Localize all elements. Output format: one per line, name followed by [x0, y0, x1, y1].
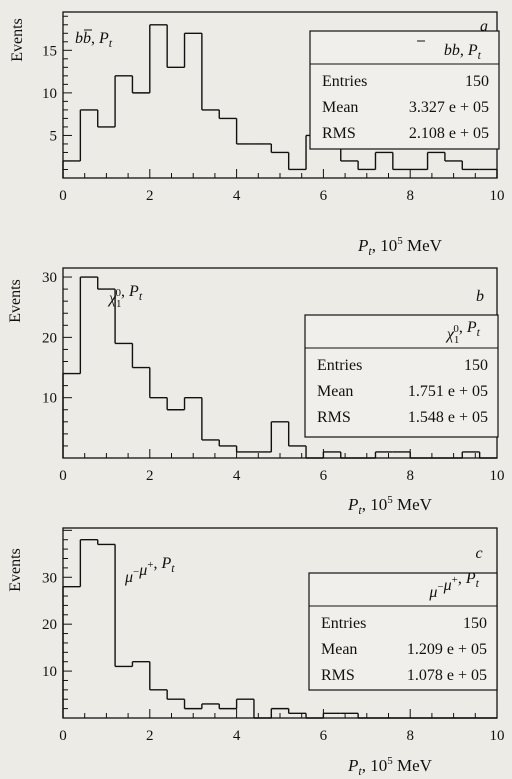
stats-label: Entries [321, 615, 366, 632]
stats-title: μ−μ+, Pt [428, 570, 479, 601]
x-axis-label: Pt, 105 MeV [347, 755, 433, 778]
stats-title: χ10, Pt [445, 319, 481, 346]
x-tick-label: 8 [406, 728, 414, 744]
stats-label: Mean [321, 641, 357, 658]
x-tick-label: 8 [406, 468, 414, 484]
stats-value: 150 [465, 73, 489, 90]
x-tick-label: 0 [59, 728, 67, 744]
y-tick-label: 10 [42, 86, 57, 102]
panel-letter: a [480, 18, 488, 35]
x-axis-label: Pt, 105 MeV [347, 494, 433, 517]
panel-letter: c [475, 545, 482, 562]
plot-title: μ−μ+, Pt [124, 555, 175, 586]
x-tick-label: 6 [320, 728, 328, 744]
stats-value: 1.548 e + 05 [408, 409, 488, 426]
stats-label: Entries [322, 73, 367, 90]
x-tick-label: 0 [59, 468, 67, 484]
x-tick-label: 2 [146, 188, 154, 204]
stats-box: μ−μ+, Pt Entries 150 Mean 1.209 e + 05 RMS 1.0… [308, 570, 498, 691]
y-axis-label: Events [7, 279, 24, 323]
x-tick-label: 10 [490, 728, 505, 744]
stats-label: RMS [317, 409, 351, 426]
stats-title: bb, Pt [444, 42, 482, 62]
x-tick-label: 10 [490, 468, 505, 484]
stats-label: RMS [321, 667, 355, 684]
stats-value: 2.108 e + 05 [409, 125, 489, 142]
stats-box-frame [304, 314, 499, 438]
stats-label: Mean [317, 383, 353, 400]
x-tick-label: 6 [320, 188, 328, 204]
y-axis-label: Events [7, 548, 24, 592]
x-tick-label: 8 [406, 188, 414, 204]
stats-value: 1.209 e + 05 [407, 641, 487, 658]
y-tick-label: 15 [42, 43, 57, 59]
y-axis-label: Events [9, 18, 26, 62]
y-tick-label: 10 [42, 391, 57, 407]
stats-value: 150 [463, 615, 487, 632]
stats-value: 150 [464, 357, 488, 374]
stats-label: Entries [317, 357, 362, 374]
y-tick-label: 30 [42, 570, 57, 586]
x-tick-label: 2 [146, 468, 154, 484]
x-tick-label: 2 [146, 728, 154, 744]
histogram-panel-b: 0 2 4 6 8 10 10 20 30 Events Pt, 105 MeV χ10, Pt b χ1… [7, 267, 505, 517]
stats-value: 1.078 e + 05 [407, 667, 487, 684]
x-tick-label: 4 [233, 188, 241, 204]
panel-letter: b [476, 288, 484, 305]
x-tick-label: 4 [233, 728, 241, 744]
stats-label: RMS [322, 125, 356, 142]
stats-box: bb, Pt Entries 150 Mean 3.327 e + 05 RMS 2.108… [309, 30, 500, 150]
y-tick-label: 20 [42, 330, 57, 346]
stats-value: 1.751 e + 05 [408, 383, 488, 400]
x-tick-label: 4 [233, 468, 241, 484]
stats-value: 3.327 e + 05 [409, 99, 489, 116]
plot-title: bb, Pt [75, 30, 113, 50]
y-tick-label: 10 [42, 664, 57, 680]
stats-box-frame [308, 572, 498, 691]
stats-box-frame [309, 30, 500, 150]
stats-label: Mean [322, 99, 358, 116]
x-tick-label: 6 [320, 468, 328, 484]
y-tick-label: 30 [42, 270, 57, 286]
x-tick-label: 0 [59, 188, 67, 204]
y-tick-label: 20 [42, 617, 57, 633]
plot-title: χ10, Pt [107, 283, 143, 310]
x-axis-label: Pt, 105 MeV [357, 235, 443, 258]
stats-box: χ10, Pt Entries 150 Mean 1.751 e + 05 RMS 1.54… [304, 314, 499, 438]
x-tick-label: 10 [490, 188, 505, 204]
y-tick-label: 5 [50, 128, 58, 144]
